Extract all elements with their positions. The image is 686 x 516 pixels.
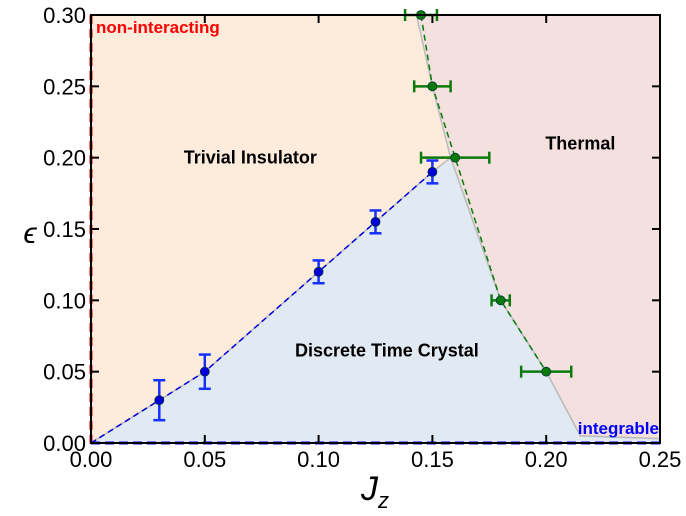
y-tick-label: 0.05 [43,360,86,385]
x-tick-label: 0.15 [411,447,454,472]
data-point [427,167,438,177]
data-point [154,395,165,406]
y-tick-label: 0.15 [43,217,86,242]
data-point [495,295,506,306]
series-0-line [90,171,433,444]
data-point [199,366,210,377]
y-tick-label: 0.30 [43,3,86,28]
region-label-trivial-insulator: Trivial Insulator [184,148,317,168]
region-label-discrete-time-crystal: Discrete Time Crystal [295,340,479,360]
data-point [313,266,324,277]
data-point [427,81,438,92]
y-tick-label: 0.00 [43,431,86,456]
series-1-line [420,14,547,373]
x-axis-label: Jz [360,470,389,511]
x-tick-label: 0.00 [70,447,113,472]
integrable-label: integrable [578,419,659,438]
x-tick-label: 0.05 [183,447,226,472]
y-axis-label: ϵ [23,217,37,250]
region-label-thermal: Thermal [545,133,615,153]
x-tick-label: 0.20 [525,447,568,472]
y-tick-label: 0.20 [43,146,86,171]
y-tick-label: 0.10 [43,288,86,313]
non-interacting-label: non-interacting [96,18,220,37]
data-point [370,216,381,227]
x-tick-label: 0.25 [639,447,682,472]
x-tick-label: 0.10 [297,447,340,472]
y-tick-label: 0.25 [43,74,86,99]
data-point [541,366,552,377]
data-point [450,152,461,163]
